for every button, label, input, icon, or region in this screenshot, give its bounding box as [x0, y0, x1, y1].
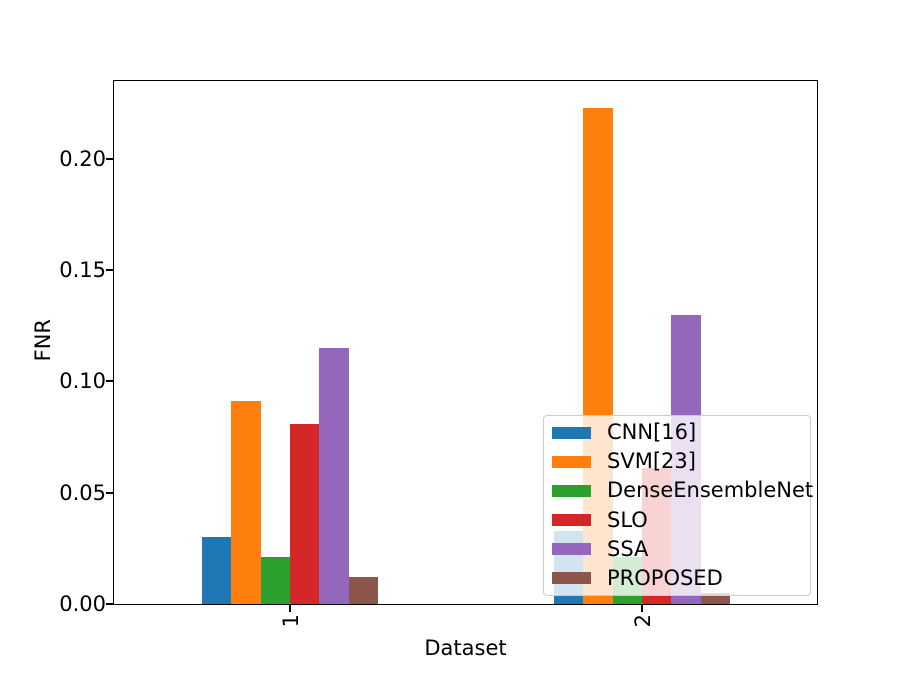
legend-entry-slo: SLO: [544, 506, 810, 535]
legend-label-proposed: PROPOSED: [607, 565, 723, 590]
y-tick-mark-0.00: [106, 603, 113, 605]
legend-entry-cnn-16: CNN[16]: [544, 418, 810, 447]
legend-entry-svm-23: SVM[23]: [544, 447, 810, 476]
x-tick-mark-1: [289, 605, 291, 612]
bar-proposed-dataset-1: [348, 577, 378, 604]
bar-denseensemblenet-dataset-1: [260, 557, 290, 604]
y-tick-label-0.15: 0.15: [59, 258, 106, 283]
plot-area: [113, 80, 818, 605]
y-tick-label-0.20: 0.20: [59, 146, 106, 171]
legend-swatch-svm-23: [552, 455, 591, 468]
x-tick-mark-2: [641, 605, 643, 612]
x-axis-label: Dataset: [424, 636, 507, 660]
y-tick-mark-0.05: [106, 491, 113, 494]
y-tick-label-0.10: 0.10: [59, 369, 106, 394]
x-tick-label-2: 2: [631, 614, 655, 628]
x-tick-label-1: 1: [279, 614, 303, 628]
y-tick-label-0.05: 0.05: [59, 480, 106, 505]
bar-proposed-dataset-2: [700, 592, 730, 604]
legend-swatch-slo: [552, 514, 591, 527]
y-tick-mark-0.15: [106, 269, 113, 272]
legend-swatch-ssa: [552, 543, 591, 556]
bar-svm-23-dataset-1: [231, 401, 261, 604]
y-tick-mark-0.20: [106, 157, 113, 160]
legend-swatch-proposed: [552, 572, 591, 585]
legend-swatch-denseensemblenet: [552, 484, 591, 497]
bar-cnn-16-dataset-1: [202, 537, 232, 604]
legend-entry-proposed: PROPOSED: [544, 564, 810, 593]
legend-label-cnn-16: CNN[16]: [607, 420, 697, 445]
legend-label-ssa: SSA: [607, 536, 649, 561]
legend-label-slo: SLO: [607, 507, 648, 532]
legend-label-denseensemblenet: DenseEnsembleNet: [607, 478, 814, 503]
legend-label-svm-23: SVM[23]: [607, 449, 696, 474]
y-tick-label-0.00: 0.00: [59, 592, 106, 616]
legend: CNN[16] SVM[23] DenseEnsembleNet SLO SSA PROP…: [543, 415, 814, 596]
legend-swatch-cnn-16: [552, 426, 591, 439]
bar-slo-dataset-1: [290, 423, 320, 604]
legend-entry-ssa: SSA: [544, 535, 810, 564]
y-axis-label: FNR: [31, 319, 55, 362]
bar-ssa-dataset-1: [319, 348, 349, 604]
y-tick-mark-0.10: [106, 380, 113, 383]
legend-entry-denseensemblenet: DenseEnsembleNet: [544, 476, 814, 505]
